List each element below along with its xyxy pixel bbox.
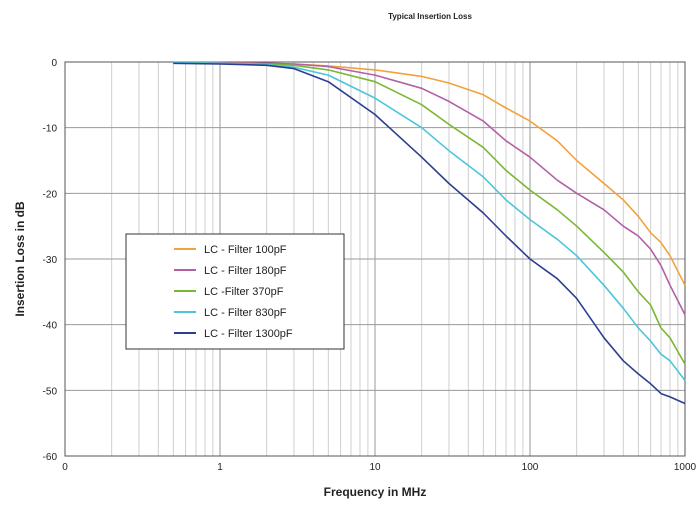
series-line-5 xyxy=(173,62,686,405)
x-tick-label: 100 xyxy=(522,462,539,473)
chart-title: Typical Insertion Loss xyxy=(388,12,472,21)
y-tick-label: -60 xyxy=(43,452,58,463)
y-axis-ticks: 0 -10 -20 -30 -40 -50 -60 xyxy=(43,58,58,463)
x-tick-label: 1000 xyxy=(674,462,697,473)
legend-entry: LC - Filter 1300pF xyxy=(204,328,293,340)
y-tick-label: -50 xyxy=(43,386,58,397)
legend-entry: LC - Filter 100pF xyxy=(204,244,287,256)
y-tick-label: -30 xyxy=(43,255,58,266)
y-axis-label: Insertion Loss in dB xyxy=(13,201,27,317)
legend-entry: LC -Filter 370pF xyxy=(204,286,284,298)
legend-box xyxy=(125,233,345,350)
x-tick-label: 0 xyxy=(62,462,68,473)
plot-area-border xyxy=(64,61,686,457)
x-tick-label: 10 xyxy=(369,462,381,473)
x-axis-label: Frequency in MHz xyxy=(324,485,427,499)
y-tick-label: -10 xyxy=(43,124,58,135)
series-lines xyxy=(173,61,686,405)
series-line-3 xyxy=(173,61,686,365)
legend-entry: LC - Filter 180pF xyxy=(204,265,287,277)
legend-entry: LC - Filter 830pF xyxy=(204,307,287,319)
legend: LC - Filter 100pF LC - Filter 180pF LC -Fi… xyxy=(125,233,345,350)
series-line-2 xyxy=(173,61,686,316)
y-tick-label: 0 xyxy=(51,58,57,69)
y-tick-label: -20 xyxy=(43,189,58,200)
y-tick-label: -40 xyxy=(43,321,58,332)
series-line-4 xyxy=(173,61,686,381)
x-tick-label: 1 xyxy=(217,462,223,473)
x-axis-ticks: 0 1 10 100 1000 xyxy=(62,462,696,473)
